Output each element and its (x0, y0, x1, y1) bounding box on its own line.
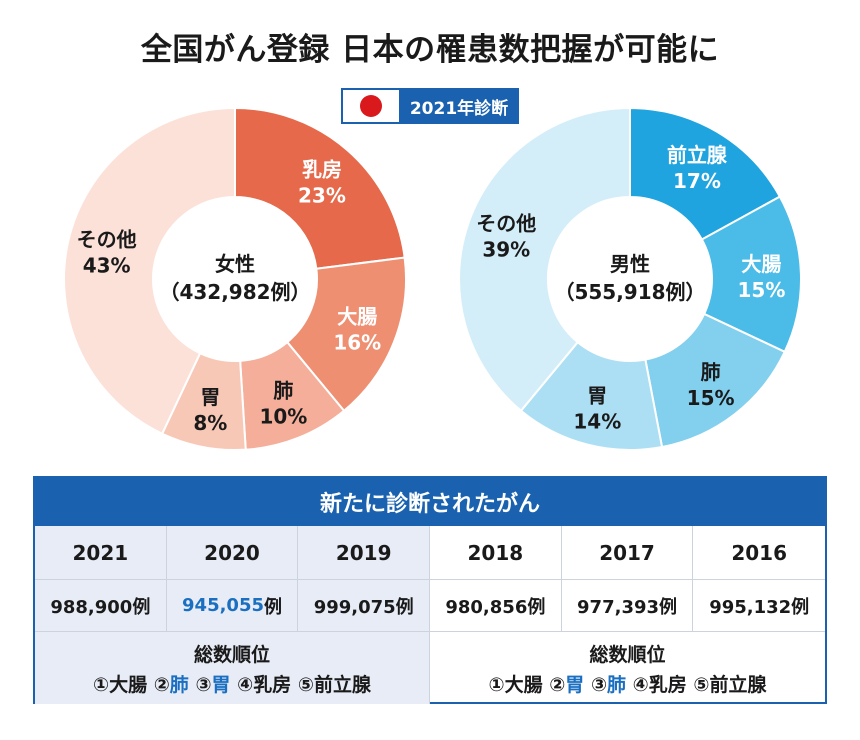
rank-cell-right: 総数順位 ①大腸 ②胃 ③肺 ④乳房 ⑤前立腺 (430, 632, 825, 704)
donut-center-label: 男性 (610, 252, 650, 276)
value-cell: 977,393例 (561, 580, 694, 632)
year-cell: 2021 (35, 526, 167, 580)
slice-label: 肺 15% (687, 360, 735, 410)
rank-title: 総数順位 (193, 643, 270, 666)
slice-label: 大腸 15% (737, 252, 785, 302)
slice-label: 前立腺 17% (667, 143, 728, 193)
donut-slice (63, 106, 236, 436)
donut-slice (457, 106, 631, 413)
donut-slice (234, 106, 406, 270)
rank-title: 総数順位 (589, 643, 666, 666)
slice-label: 胃 14% (573, 383, 621, 433)
year-cell: 2020 (166, 526, 299, 580)
page-title: 全国がん登録 日本の罹患数把握が可能に (140, 32, 720, 68)
donut-center-label: （432,982例） (159, 280, 310, 304)
rank-cell-left: 総数順位 ①大腸 ②肺 ③胃 ④乳房 ⑤前立腺 (35, 632, 430, 704)
year-row: 2021 2020 2019 2018 2017 2016 (35, 526, 826, 580)
slice-label: 肺 10% (259, 378, 307, 428)
donut-charts: 乳房 23% 大腸 16% 肺 10% 胃 8% その他 43% 女性 （432,982例） 前立腺 17… (63, 106, 802, 451)
slice-label: 大腸 16% (333, 304, 381, 354)
year-cell: 2018 (430, 526, 562, 580)
value-cell: 980,856例 (430, 580, 562, 632)
year-cell: 2017 (561, 526, 694, 580)
donut-slice (629, 106, 782, 241)
slice-label: 胃 8% (193, 385, 227, 435)
donut-center-label: （555,918例） (554, 280, 705, 304)
donut-slice (285, 256, 407, 413)
slice-label: 乳房 23% (298, 157, 346, 207)
japan-flag-icon (343, 90, 401, 122)
year-cell: 2016 (693, 526, 826, 580)
diagnosis-table: 新たに診断されたがん 2021 2020 2019 2018 2017 2016… (33, 476, 827, 704)
badge-label: 2021年診断 (401, 90, 517, 122)
value-cell: 945,055 例 (166, 580, 299, 632)
slice-label: その他 39% (476, 211, 536, 261)
value-cell: 999,075例 (298, 580, 431, 632)
rank-list: ①大腸 ②肺 ③胃 ④乳房 ⑤前立腺 (92, 673, 372, 696)
value-cell: 995,132例 (693, 580, 826, 632)
year-badge: 2021年診断 (341, 88, 519, 124)
value-row: 988,900例 945,055 例 999,075例 980,856例 977,393例… (35, 580, 826, 632)
value-cell: 988,900例 (35, 580, 167, 632)
donut-center-label: 女性 (215, 252, 255, 276)
rank-row: 総数順位 ①大腸 ②肺 ③胃 ④乳房 ⑤前立腺 総数順位 ①大腸 ②胃 ③肺 ④乳房… (35, 632, 825, 704)
slice-label: その他 43% (77, 227, 137, 277)
table-header: 新たに診断されたがん (35, 478, 825, 526)
year-cell: 2019 (298, 526, 431, 580)
rank-list: ①大腸 ②胃 ③肺 ④乳房 ⑤前立腺 (488, 673, 767, 696)
